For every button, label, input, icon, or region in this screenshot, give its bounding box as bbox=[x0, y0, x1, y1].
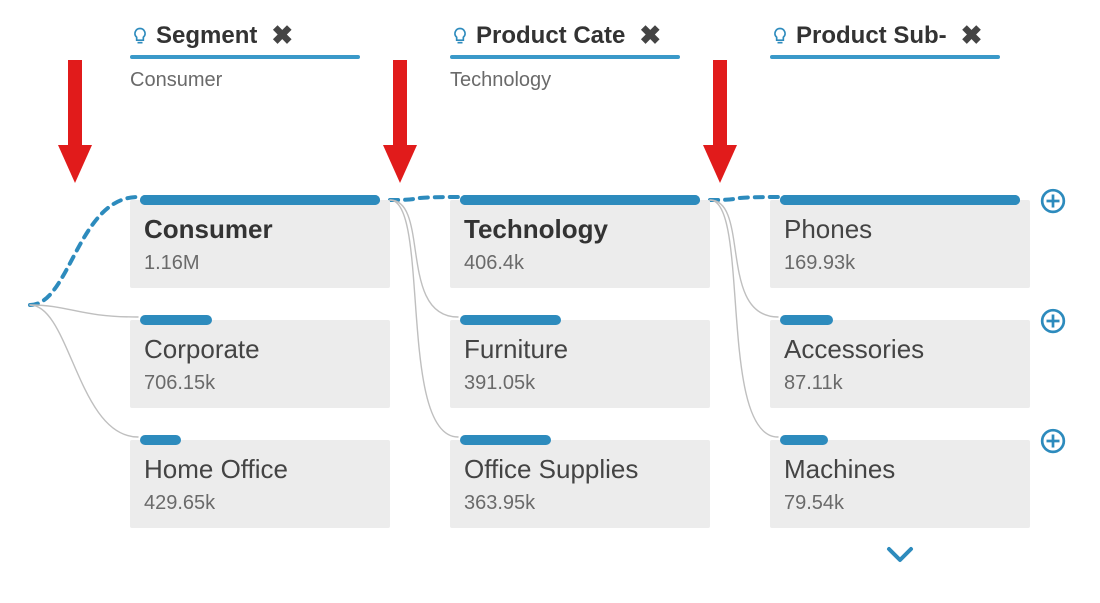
card-segment-1[interactable]: Corporate 706.15k bbox=[130, 320, 390, 408]
expand-plus-icon[interactable] bbox=[1040, 308, 1066, 334]
card-segment-0[interactable]: Consumer 1.16M bbox=[130, 200, 390, 288]
close-icon[interactable]: ✖ bbox=[961, 20, 983, 51]
bulb-icon bbox=[130, 26, 150, 46]
column-subtitle-product-category: Technology bbox=[450, 69, 710, 92]
expand-plus-icon[interactable] bbox=[1040, 188, 1066, 214]
header-rule bbox=[770, 55, 1000, 59]
close-icon[interactable]: ✖ bbox=[271, 20, 293, 51]
card-label: Machines bbox=[784, 454, 895, 485]
card-value: 169.93k bbox=[784, 252, 855, 275]
card-label: Technology bbox=[464, 214, 608, 245]
close-icon[interactable]: ✖ bbox=[639, 20, 661, 51]
card-label: Consumer bbox=[144, 214, 273, 245]
card-label: Office Supplies bbox=[464, 454, 638, 485]
column-title-product-subcategory: Product Sub- bbox=[796, 22, 947, 50]
card-label: Home Office bbox=[144, 454, 288, 485]
card-segment-2[interactable]: Home Office 429.65k bbox=[130, 440, 390, 528]
card-value: 391.05k bbox=[464, 372, 535, 395]
card-subcategory-2[interactable]: Machines 79.54k bbox=[770, 440, 1030, 528]
card-value: 706.15k bbox=[144, 372, 215, 395]
bulb-icon bbox=[450, 26, 470, 46]
card-value: 87.11k bbox=[784, 372, 843, 395]
column-subtitle-segment: Consumer bbox=[130, 69, 390, 92]
card-subcategory-1[interactable]: Accessories 87.11k bbox=[770, 320, 1030, 408]
card-value: 406.4k bbox=[464, 252, 524, 275]
card-label: Corporate bbox=[144, 334, 260, 365]
card-label: Furniture bbox=[464, 334, 568, 365]
header-rule bbox=[450, 55, 680, 59]
expand-plus-icon[interactable] bbox=[1040, 428, 1066, 454]
card-value: 1.16M bbox=[144, 252, 200, 275]
chevron-down-icon[interactable] bbox=[885, 545, 915, 565]
card-subcategory-0[interactable]: Phones 169.93k bbox=[770, 200, 1030, 288]
column-title-product-category: Product Cate bbox=[476, 22, 625, 50]
card-label: Phones bbox=[784, 214, 872, 245]
card-label: Accessories bbox=[784, 334, 924, 365]
column-title-segment: Segment bbox=[156, 22, 257, 50]
card-value: 79.54k bbox=[784, 492, 844, 515]
annotation-arrow-icon bbox=[55, 55, 95, 190]
card-value: 363.95k bbox=[464, 492, 535, 515]
card-category-2[interactable]: Office Supplies 363.95k bbox=[450, 440, 710, 528]
bulb-icon bbox=[770, 26, 790, 46]
header-rule bbox=[130, 55, 360, 59]
card-category-0[interactable]: Technology 406.4k bbox=[450, 200, 710, 288]
card-category-1[interactable]: Furniture 391.05k bbox=[450, 320, 710, 408]
card-value: 429.65k bbox=[144, 492, 215, 515]
